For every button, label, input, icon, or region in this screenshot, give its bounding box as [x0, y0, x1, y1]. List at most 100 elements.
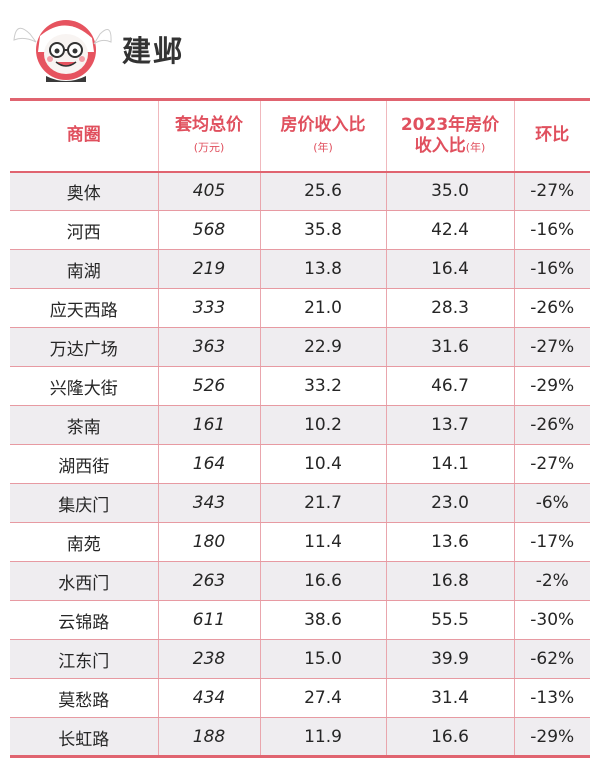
ratio-2023-cell: 31.4	[385, 678, 514, 718]
area-cell: 湖西街	[10, 444, 158, 484]
area-cell: 水西门	[10, 561, 158, 601]
price-income-ratio-cell: 22.9	[259, 327, 386, 367]
avg-price-cell: 434	[157, 678, 260, 718]
table-row: 河西 568 35.8 42.4 -16%	[10, 210, 590, 250]
price-income-ratio-cell: 35.8	[259, 210, 386, 250]
avg-price-cell: 188	[157, 717, 260, 757]
column-header-2023-ratio: 2023年房价 收入比(年)	[385, 98, 515, 173]
avg-price-cell: 180	[157, 522, 260, 562]
ratio-2023-cell: 35.0	[385, 171, 514, 211]
price-income-ratio-cell: 38.6	[259, 600, 386, 640]
avg-price-cell: 526	[157, 366, 260, 406]
table-row: 水西门 263 16.6 16.8 -2%	[10, 561, 590, 601]
area-cell: 莫愁路	[10, 678, 158, 718]
table-row: 南苑 180 11.4 13.6 -17%	[10, 522, 590, 562]
price-income-ratio-cell: 33.2	[259, 366, 386, 406]
area-cell: 集庆门	[10, 483, 158, 523]
avg-price-cell: 611	[157, 600, 260, 640]
change-cell: -62%	[513, 639, 590, 679]
ratio-2023-cell: 31.6	[385, 327, 514, 367]
area-cell: 南湖	[10, 249, 158, 289]
avg-price-cell: 363	[157, 327, 260, 367]
change-cell: -26%	[513, 288, 590, 328]
price-income-ratio-cell: 11.9	[259, 717, 386, 757]
avg-price-cell: 405	[157, 171, 260, 211]
change-cell: -2%	[513, 561, 590, 601]
avg-price-cell: 219	[157, 249, 260, 289]
change-cell: -30%	[513, 600, 590, 640]
column-header-area: 商圈	[10, 98, 159, 173]
ratio-2023-cell: 23.0	[385, 483, 514, 523]
change-cell: -27%	[513, 327, 590, 367]
price-income-ratio-cell: 27.4	[259, 678, 386, 718]
avg-price-cell: 568	[157, 210, 260, 250]
area-cell: 云锦路	[10, 600, 158, 640]
header: 建邺	[0, 0, 600, 96]
price-income-ratio-cell: 25.6	[259, 171, 386, 211]
area-cell: 应天西路	[10, 288, 158, 328]
area-cell: 江东门	[10, 639, 158, 679]
table-row: 南湖 219 13.8 16.4 -16%	[10, 249, 590, 289]
change-cell: -27%	[513, 444, 590, 484]
price-income-ratio-cell: 10.2	[259, 405, 386, 445]
ratio-2023-cell: 16.6	[385, 717, 514, 757]
avg-price-cell: 333	[157, 288, 260, 328]
ratio-2023-cell: 14.1	[385, 444, 514, 484]
table-row: 云锦路 611 38.6 55.5 -30%	[10, 600, 590, 640]
change-cell: -6%	[513, 483, 590, 523]
ratio-2023-cell: 46.7	[385, 366, 514, 406]
ratio-2023-cell: 13.7	[385, 405, 514, 445]
table-row: 长虹路 188 11.9 16.6 -29%	[10, 717, 590, 757]
area-cell: 长虹路	[10, 717, 158, 757]
avg-price-cell: 238	[157, 639, 260, 679]
price-income-ratio-cell: 15.0	[259, 639, 386, 679]
table-row: 集庆门 343 21.7 23.0 -6%	[10, 483, 590, 523]
change-cell: -27%	[513, 171, 590, 211]
price-income-ratio-cell: 13.8	[259, 249, 386, 289]
area-cell: 奥体	[10, 171, 158, 211]
table-row: 兴隆大街 526 33.2 46.7 -29%	[10, 366, 590, 406]
area-cell: 河西	[10, 210, 158, 250]
price-income-ratio-cell: 21.7	[259, 483, 386, 523]
change-cell: -16%	[513, 210, 590, 250]
income-ratio-table: 商圈 套均总价 (万元) 房价收入比 (年) 2023年房价 收入比(年) 环比	[10, 98, 590, 757]
column-header-avg-price: 套均总价 (万元)	[157, 98, 261, 173]
table-row: 莫愁路 434 27.4 31.4 -13%	[10, 678, 590, 718]
table-row: 奥体 405 25.6 35.0 -27%	[10, 171, 590, 211]
avg-price-cell: 164	[157, 444, 260, 484]
ratio-2023-cell: 55.5	[385, 600, 514, 640]
ratio-2023-cell: 13.6	[385, 522, 514, 562]
ratio-2023-cell: 42.4	[385, 210, 514, 250]
avg-price-cell: 343	[157, 483, 260, 523]
change-cell: -13%	[513, 678, 590, 718]
table-row: 湖西街 164 10.4 14.1 -27%	[10, 444, 590, 484]
avg-price-cell: 263	[157, 561, 260, 601]
area-cell: 南苑	[10, 522, 158, 562]
ratio-2023-cell: 16.4	[385, 249, 514, 289]
ratio-2023-cell: 39.9	[385, 639, 514, 679]
change-cell: -29%	[513, 717, 590, 757]
ratio-2023-cell: 16.8	[385, 561, 514, 601]
area-cell: 茶南	[10, 405, 158, 445]
column-header-price-income-ratio: 房价收入比 (年)	[259, 98, 387, 173]
price-income-ratio-cell: 11.4	[259, 522, 386, 562]
area-cell: 万达广场	[10, 327, 158, 367]
table-row: 应天西路 333 21.0 28.3 -26%	[10, 288, 590, 328]
change-cell: -26%	[513, 405, 590, 445]
table-row: 茶南 161 10.2 13.7 -26%	[10, 405, 590, 445]
table-header-row: 商圈 套均总价 (万元) 房价收入比 (年) 2023年房价 收入比(年) 环比	[10, 98, 590, 173]
avg-price-cell: 161	[157, 405, 260, 445]
ratio-2023-cell: 28.3	[385, 288, 514, 328]
table-row: 江东门 238 15.0 39.9 -62%	[10, 639, 590, 679]
price-income-ratio-cell: 10.4	[259, 444, 386, 484]
table-bottom-rule	[10, 755, 590, 758]
mascot-logo-icon	[13, 20, 112, 82]
price-income-ratio-cell: 21.0	[259, 288, 386, 328]
change-cell: -17%	[513, 522, 590, 562]
column-header-change: 环比	[513, 98, 590, 173]
change-cell: -29%	[513, 366, 590, 406]
table-row: 万达广场 363 22.9 31.6 -27%	[10, 327, 590, 367]
price-income-ratio-cell: 16.6	[259, 561, 386, 601]
change-cell: -16%	[513, 249, 590, 289]
page-title: 建邺	[122, 34, 185, 68]
